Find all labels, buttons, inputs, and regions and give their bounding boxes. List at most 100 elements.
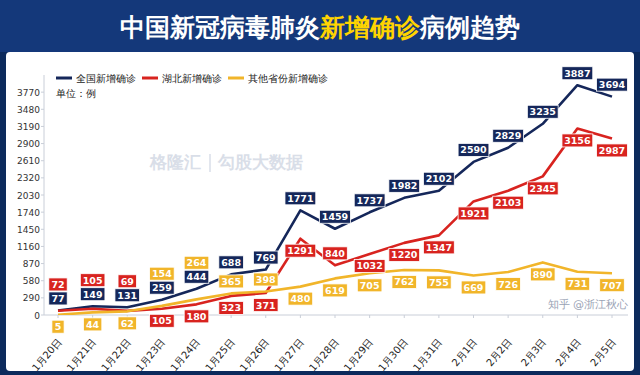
data-label-box: [423, 172, 454, 185]
x-tick: [404, 315, 405, 318]
data-label: 44: [86, 319, 100, 330]
x-tick-label: 1月28日: [307, 336, 341, 373]
legend-label: 全国新增确诊: [76, 73, 136, 84]
title: 中国新冠病毒肺炎新增确诊病例趋势: [120, 13, 520, 42]
y-tick-label: 1450: [17, 225, 40, 235]
legend-swatch: [228, 77, 244, 80]
y-tick: [41, 160, 44, 161]
data-label: 365: [221, 276, 241, 287]
y-tick: [41, 246, 44, 247]
x-tick-label: 2月3日: [519, 336, 548, 368]
data-label: 840: [325, 248, 345, 259]
data-label: 3694: [599, 79, 626, 90]
y-tick: [41, 143, 44, 144]
data-label: 2829: [495, 130, 521, 141]
data-label: 2590: [460, 144, 487, 155]
y-tick: [41, 297, 44, 298]
data-label-box: [527, 105, 558, 118]
legend-label: 湖北新增确诊: [162, 73, 222, 84]
x-tick-label: 1月26日: [238, 336, 272, 373]
x-tick-label: 2月5日: [588, 336, 617, 368]
title-part: 中国新冠病毒肺炎: [120, 13, 320, 42]
data-label: 3235: [530, 106, 556, 117]
x-tick-label: 1月23日: [134, 336, 168, 373]
data-label-box: [600, 279, 625, 292]
data-label: 688: [221, 257, 241, 268]
data-label-box: [49, 278, 67, 291]
data-label: 131: [117, 290, 137, 301]
x-tick: [577, 315, 578, 318]
data-label: 259: [152, 282, 172, 293]
data-label-box: [493, 129, 524, 142]
y-tick: [41, 263, 44, 264]
data-label-box: [115, 289, 140, 302]
data-label-box: [83, 318, 101, 331]
x-tick: [612, 315, 613, 318]
y-tick-label: 580: [23, 276, 40, 286]
data-label: 755: [429, 277, 449, 288]
watermark-divider: [209, 154, 211, 172]
data-label: 2102: [426, 173, 452, 184]
x-tick: [58, 315, 59, 318]
y-tick-label: 3190: [17, 122, 40, 132]
x-tick: [300, 315, 301, 318]
data-label: 398: [256, 274, 276, 285]
data-label: 1032: [356, 260, 382, 271]
data-label-box: [496, 278, 521, 291]
data-label-box: [150, 267, 175, 280]
data-label-box: [52, 320, 64, 333]
y-tick: [41, 315, 44, 316]
x-tick: [231, 315, 232, 318]
data-label-box: [565, 277, 590, 290]
data-label-box: [320, 210, 351, 223]
data-label-box: [427, 276, 452, 289]
x-tick-label: 1月31日: [411, 336, 445, 373]
data-label: 444: [187, 271, 207, 282]
data-label-box: [288, 292, 313, 305]
y-tick: [41, 195, 44, 196]
data-label-box: [458, 143, 489, 156]
data-label: 72: [51, 279, 64, 290]
y-tick: [41, 280, 44, 281]
data-label: 731: [567, 278, 587, 289]
data-label: 105: [152, 315, 172, 326]
data-label-box: [323, 247, 348, 260]
data-label: 1291: [287, 245, 313, 256]
data-label-box: [219, 301, 244, 314]
data-label: 323: [221, 302, 241, 313]
data-label: 619: [325, 285, 345, 296]
data-label: 1982: [391, 180, 417, 191]
data-label-box: [530, 268, 555, 281]
data-label-box: [253, 273, 278, 286]
watermark: 知乎 @浙江秋心: [548, 298, 629, 311]
data-label-box: [354, 194, 385, 207]
x-tick: [369, 315, 370, 318]
y-tick-label: 2030: [17, 191, 40, 201]
x-tick-label: 1月24日: [168, 336, 202, 373]
y-tick-label: 2320: [17, 173, 40, 183]
title-part: 病例趋势: [419, 13, 520, 42]
x-tick: [265, 315, 266, 318]
y-tick-label: 2610: [17, 156, 40, 166]
x-tick-label: 2月1日: [450, 336, 479, 368]
y-tick-label: 870: [23, 259, 40, 269]
chart-panel: [6, 52, 634, 371]
data-label: 726: [498, 279, 518, 290]
data-label: 1921: [460, 208, 486, 219]
y-tick: [41, 177, 44, 178]
data-label: 62: [121, 318, 134, 329]
data-label-box: [493, 196, 524, 209]
x-tick-label: 1月29日: [342, 336, 376, 373]
x-tick-label: 1月25日: [203, 336, 237, 373]
x-tick-label: 1月22日: [99, 336, 133, 373]
data-label: 769: [256, 252, 276, 263]
y-tick-label: 1740: [17, 208, 40, 218]
x-tick: [438, 315, 439, 318]
data-label-box: [354, 259, 385, 272]
data-label-box: [285, 244, 316, 257]
data-label: 149: [83, 289, 103, 300]
data-label: 371: [256, 300, 276, 311]
data-label: 180: [187, 311, 207, 322]
chart-root: 中国新冠病毒肺炎新增确诊病例趋势格隆汇勾股大数据知乎 @浙江秋心02905808…: [0, 0, 640, 375]
data-label-box: [527, 182, 558, 195]
